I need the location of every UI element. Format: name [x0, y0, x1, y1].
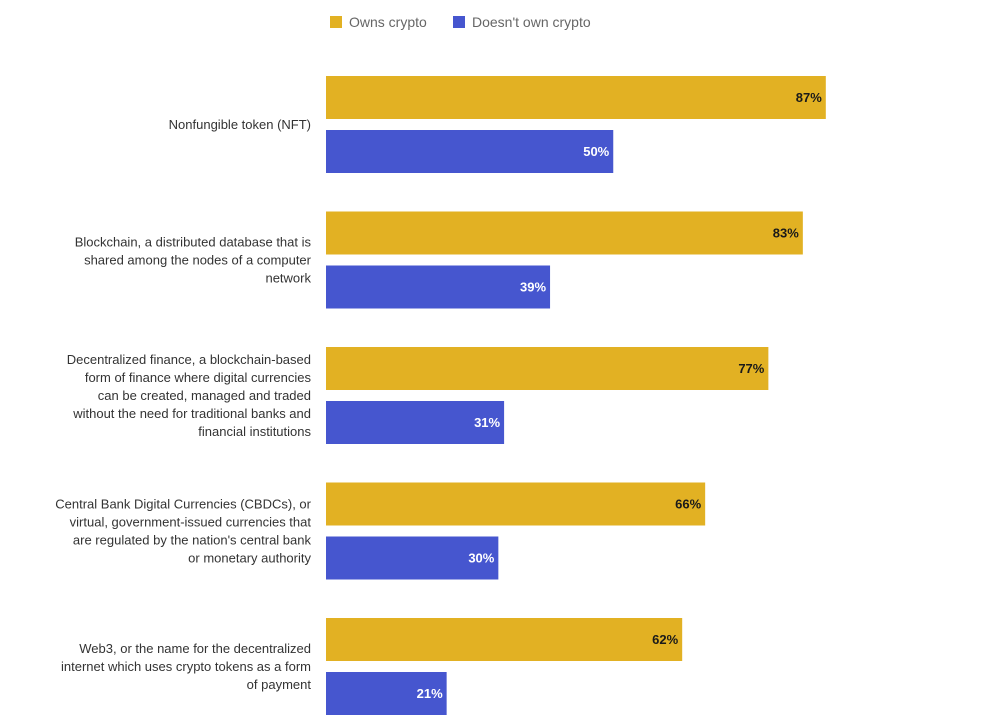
- legend-item-doesnt-own-crypto[interactable]: Doesn't own crypto: [453, 14, 591, 30]
- legend-item-owns-crypto[interactable]: Owns crypto: [330, 14, 427, 30]
- legend-swatch-owns-crypto: [330, 16, 342, 28]
- category-label-line: network: [265, 271, 311, 286]
- legend-swatch-doesnt-own-crypto: [453, 16, 465, 28]
- category-label-line: financial institutions: [198, 424, 311, 439]
- category-label-line: virtual, government-issued currencies th…: [70, 515, 312, 530]
- legend-label-owns-crypto: Owns crypto: [349, 14, 427, 30]
- bar-doesnt-own-crypto[interactable]: [326, 672, 447, 715]
- bar-doesnt-own-crypto[interactable]: [326, 265, 551, 309]
- category-label-line: of payment: [247, 677, 312, 692]
- category-label: Nonfungible token (NFT): [169, 117, 311, 132]
- category-label: Blockchain, a distributed database that …: [75, 235, 312, 286]
- category-label: Central Bank Digital Currencies (CBDCs),…: [55, 497, 311, 566]
- category-label-line: can be created, managed and traded: [98, 388, 311, 403]
- bar-owns-crypto[interactable]: [326, 618, 683, 661]
- category-label: Decentralized finance, a blockchain-base…: [67, 352, 312, 439]
- data-label: 50%: [583, 144, 609, 159]
- data-label: 30%: [468, 551, 494, 566]
- bar-doesnt-own-crypto[interactable]: [326, 401, 505, 444]
- category-label: Web3, or the name for the decentralized i…: [61, 641, 311, 692]
- data-label: 66%: [675, 497, 701, 512]
- data-label: 21%: [417, 686, 443, 701]
- category-label-line: Nonfungible token (NFT): [169, 117, 311, 132]
- legend: Owns crypto Doesn't own crypto: [0, 14, 982, 34]
- category-label-line: without the need for traditional banks a…: [72, 406, 311, 421]
- data-label: 83%: [773, 226, 799, 241]
- category-label-line: are regulated by the nation's central ba…: [73, 533, 312, 548]
- bar-owns-crypto[interactable]: [326, 76, 826, 119]
- category-label-line: Central Bank Digital Currencies (CBDCs),…: [55, 497, 311, 512]
- category-label-line: Web3, or the name for the decentralized: [79, 641, 311, 656]
- bar-owns-crypto[interactable]: [326, 211, 803, 255]
- category-label-line: shared among the nodes of a computer: [84, 253, 312, 268]
- category-label-line: Decentralized finance, a blockchain-base…: [67, 352, 311, 367]
- bar-doesnt-own-crypto[interactable]: [326, 130, 614, 173]
- category-label-line: form of finance where digital currencies: [85, 370, 312, 385]
- data-label: 77%: [738, 361, 764, 376]
- category-label-line: or monetary authority: [188, 551, 311, 566]
- data-label: 39%: [520, 280, 546, 295]
- category-label-line: internet which uses crypto tokens as a f…: [61, 659, 311, 674]
- bar-doesnt-own-crypto[interactable]: [326, 536, 499, 580]
- data-label: 62%: [652, 632, 678, 647]
- data-label: 87%: [796, 90, 822, 105]
- category-label-line: Blockchain, a distributed database that …: [75, 235, 312, 250]
- bar-owns-crypto[interactable]: [326, 482, 706, 526]
- legend-label-doesnt-own-crypto: Doesn't own crypto: [472, 14, 591, 30]
- bar-owns-crypto[interactable]: [326, 347, 769, 390]
- data-label: 31%: [474, 415, 500, 430]
